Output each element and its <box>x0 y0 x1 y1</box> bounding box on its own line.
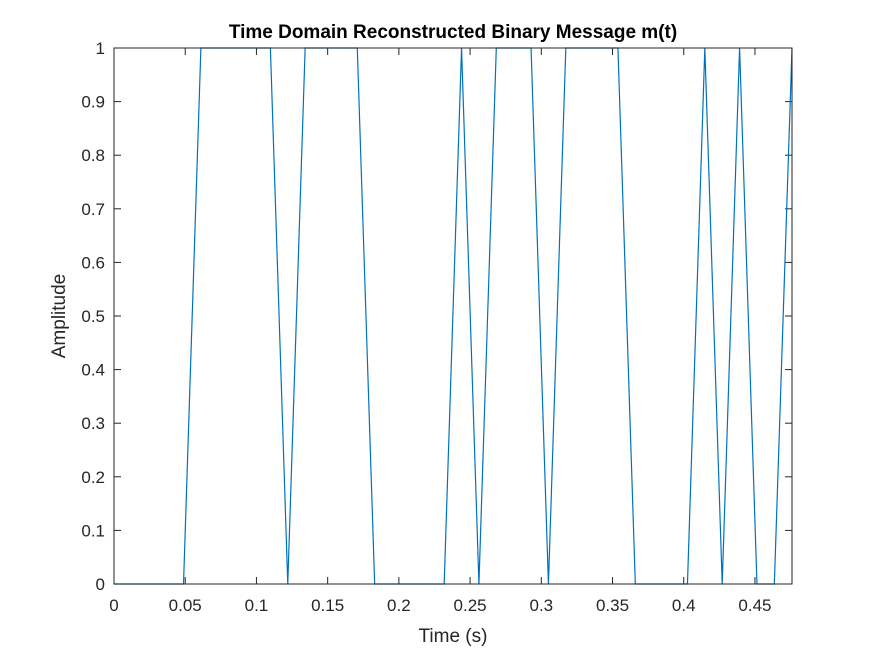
y-tick-label: 0.1 <box>81 521 105 540</box>
x-tick-label: 0.15 <box>311 596 344 615</box>
y-tick-label: 0.8 <box>81 146 105 165</box>
x-tick-label: 0 <box>109 596 118 615</box>
y-tick-label: 0 <box>96 575 105 594</box>
y-tick-label: 1 <box>96 39 105 58</box>
x-tick-label: 0.05 <box>169 596 202 615</box>
x-axis-label: Time (s) <box>419 626 488 647</box>
axes-box <box>113 47 793 585</box>
x-tick-label: 0.1 <box>245 596 269 615</box>
x-tick-label: 0.2 <box>387 596 411 615</box>
x-tick-label: 0.45 <box>738 596 771 615</box>
y-tick-labels: 0 0.1 0.2 0.3 0.4 0.5 0.6 0.7 0.8 0.9 1 <box>81 39 105 594</box>
chart-title: Time Domain Reconstructed Binary Message… <box>229 22 677 43</box>
y-axis-label: Amplitude <box>49 274 70 359</box>
y-tick-label: 0.7 <box>81 200 105 219</box>
x-tick-label: 0.3 <box>529 596 553 615</box>
y-tick-label: 0.9 <box>81 93 105 112</box>
y-tick-label: 0.4 <box>81 361 105 380</box>
y-tick-label: 0.5 <box>81 307 105 326</box>
x-tick-labels: 0 0.05 0.1 0.15 0.2 0.25 0.3 0.35 0.4 0.45 <box>109 596 771 615</box>
x-tick-label: 0.25 <box>454 596 487 615</box>
y-tick-label: 0.3 <box>81 414 105 433</box>
y-tick-label: 0.6 <box>81 253 105 272</box>
x-tick-label: 0.35 <box>596 596 629 615</box>
x-tick-label: 0.4 <box>672 596 696 615</box>
y-tick-label: 0.2 <box>81 468 105 487</box>
